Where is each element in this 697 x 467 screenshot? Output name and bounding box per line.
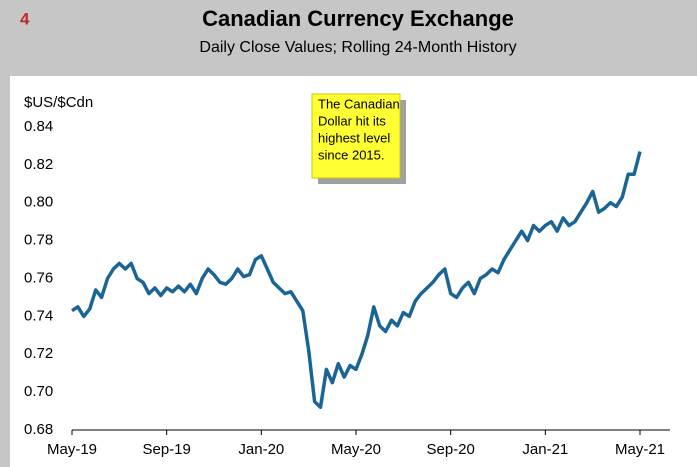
annotation-line: The Canadian <box>318 96 400 111</box>
data-line <box>71 151 642 410</box>
y-tick-label: 0.80 <box>24 194 53 211</box>
x-tick-label: Sep-19 <box>142 441 190 458</box>
x-tick-label: Sep-20 <box>426 441 474 458</box>
x-tick-label: May-21 <box>615 441 665 458</box>
y-tick-label: 0.82 <box>24 156 53 173</box>
x-tick-label: Jan-21 <box>522 441 568 458</box>
annotation-box <box>311 93 401 179</box>
chart-subtitle: Daily Close Values; Rolling 24-Month His… <box>199 39 516 56</box>
y-axis-label: $US/$Cdn <box>24 94 93 111</box>
y-tick-label: 0.68 <box>24 421 53 438</box>
x-tick-label: May-20 <box>331 441 381 458</box>
y-tick-label: 0.70 <box>24 383 53 400</box>
y-tick-label: 0.72 <box>24 345 53 362</box>
x-tick-label: May-19 <box>47 441 97 458</box>
y-tick-label: 0.78 <box>24 232 53 249</box>
y-tick-label: 0.76 <box>24 269 53 286</box>
page-number: 4 <box>20 9 30 28</box>
y-tick-label: 0.74 <box>24 307 53 324</box>
chart-title: Canadian Currency Exchange <box>202 6 514 31</box>
x-tick-label: Jan-20 <box>238 441 284 458</box>
annotation: The Canadian Dollar hit its highest level s… <box>318 96 400 162</box>
y-tick-label: 0.84 <box>24 118 53 135</box>
annotation-line: since 2015. <box>318 147 385 162</box>
annotation-line: highest level <box>318 130 390 145</box>
annotation-line: Dollar hit its <box>318 113 386 128</box>
